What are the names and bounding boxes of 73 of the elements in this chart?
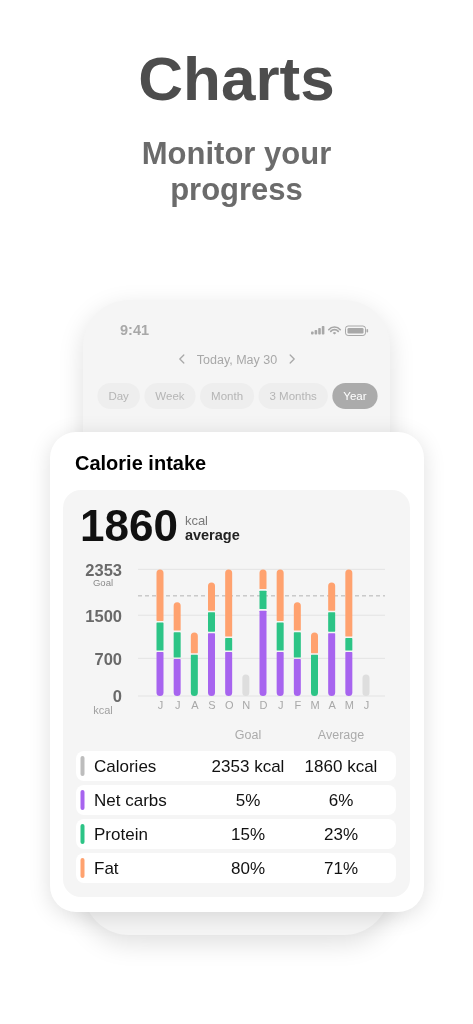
x-tick-label: N — [242, 698, 251, 711]
bar — [293, 632, 301, 658]
x-tick-label: S — [208, 698, 216, 711]
bar — [293, 659, 301, 696]
bar — [156, 652, 164, 696]
bar — [276, 652, 284, 696]
bar — [328, 633, 336, 696]
x-tick-label: M — [310, 698, 320, 711]
bar — [208, 633, 215, 696]
bar — [259, 590, 267, 610]
y-tick-label: 2353 — [85, 560, 122, 579]
x-tick-label: F — [294, 698, 302, 711]
bar — [173, 659, 181, 696]
text: Average — [317, 727, 365, 742]
bar — [225, 569, 233, 637]
text: Today, May 30 — [196, 352, 278, 367]
bar — [156, 622, 164, 651]
bar — [259, 610, 267, 696]
bar — [345, 638, 353, 651]
bar — [173, 632, 181, 658]
bar — [345, 652, 353, 696]
bar — [190, 654, 198, 696]
data-label: 71% — [323, 859, 359, 878]
category-label: Fat — [94, 859, 119, 878]
x-tick-label: J — [174, 698, 181, 711]
data-label: 23% — [323, 825, 359, 844]
bar — [208, 612, 215, 632]
y-tick-label: 1500 — [85, 606, 122, 625]
bar — [345, 569, 353, 637]
y-axis-title: kcal — [93, 704, 113, 716]
data-label: 1860 kcal — [304, 757, 378, 776]
x-tick-label: D — [259, 698, 268, 711]
x-tick-label: J — [363, 698, 370, 711]
data-label: 80% — [230, 859, 266, 878]
x-tick-label: M — [344, 698, 354, 711]
bar — [156, 569, 164, 621]
text: 1860 — [80, 501, 178, 550]
bar — [225, 652, 233, 696]
bar — [208, 582, 215, 611]
x-tick-label: O — [224, 698, 234, 711]
y-tick-label: 0 — [112, 687, 122, 706]
data-label: 5% — [235, 791, 261, 810]
bar — [190, 632, 198, 654]
text: kcal — [184, 512, 209, 528]
bar — [311, 654, 318, 696]
data-label: 2353 kcal — [211, 757, 285, 776]
category-label: Calories — [94, 757, 157, 776]
bar — [276, 569, 284, 621]
data-label: 15% — [230, 825, 266, 844]
bar — [328, 582, 336, 611]
text: Monitor your progress — [141, 136, 332, 207]
bar — [173, 602, 181, 631]
bar — [276, 622, 284, 651]
segment-button: 3 Months — [258, 383, 328, 409]
x-tick-label: J — [157, 698, 164, 711]
y-tick-label: 700 — [94, 649, 122, 668]
data-label: 6% — [328, 791, 354, 810]
category-label: Protein — [94, 825, 148, 844]
x-tick-label: A — [191, 698, 200, 711]
bar — [293, 602, 301, 631]
text: average — [184, 527, 240, 543]
text: 9:41 — [120, 322, 150, 338]
text: Goal — [92, 577, 114, 589]
x-tick-label: A — [328, 698, 337, 711]
bar — [311, 632, 318, 654]
bar — [328, 612, 336, 632]
x-tick-label: J — [277, 698, 284, 711]
series-label: Goal — [234, 727, 262, 742]
text: Charts — [138, 44, 335, 113]
segment-button: Month — [200, 383, 255, 409]
bar — [225, 638, 233, 651]
category-label: Net carbs — [94, 791, 167, 810]
chart-title: Calorie intake — [75, 452, 207, 474]
